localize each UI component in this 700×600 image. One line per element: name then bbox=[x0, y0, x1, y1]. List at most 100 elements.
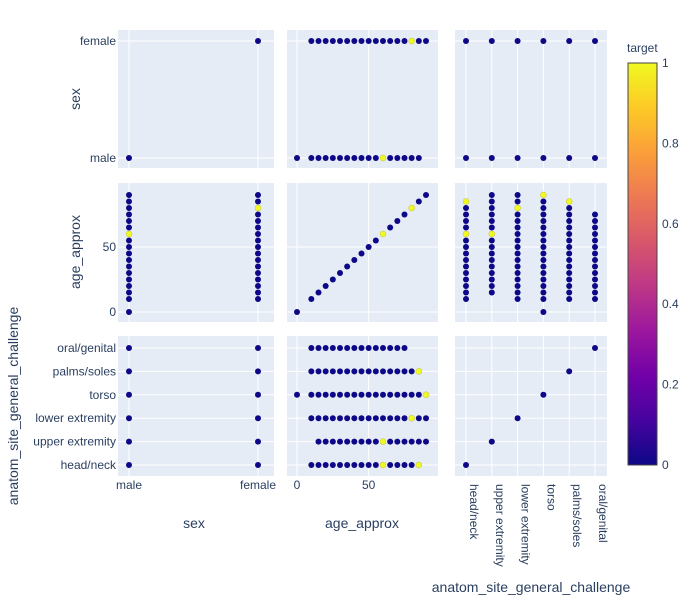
point-site-age bbox=[592, 237, 598, 244]
point-age-site bbox=[315, 438, 322, 445]
point-site-age bbox=[463, 211, 469, 218]
point-sex-age bbox=[126, 270, 132, 276]
point-age-site bbox=[308, 415, 315, 422]
point-age-site bbox=[308, 345, 315, 351]
point-age-age bbox=[322, 283, 329, 289]
point-site-age-positive bbox=[540, 191, 547, 199]
point-age-site bbox=[351, 368, 358, 375]
point-site-age bbox=[514, 289, 521, 296]
point-age-site bbox=[372, 368, 379, 375]
point-age-site bbox=[415, 438, 422, 445]
point-age-site bbox=[308, 368, 315, 375]
x-axis-title: anatom_site_general_challenge bbox=[432, 579, 631, 595]
xtick-label: palms/soles bbox=[570, 484, 584, 547]
point-sex-age bbox=[255, 263, 261, 270]
point-site-age bbox=[488, 283, 495, 289]
point-site-age bbox=[463, 263, 469, 270]
point-site-age bbox=[488, 218, 495, 224]
panel-sex-vs-sex bbox=[118, 30, 274, 168]
point-sex-age bbox=[255, 198, 261, 205]
xtick-label: oral/genital bbox=[596, 484, 610, 543]
point-age-sex bbox=[365, 38, 372, 44]
point-age-site bbox=[329, 391, 336, 398]
point-sex-age bbox=[126, 283, 132, 289]
point-sex-age bbox=[255, 231, 261, 237]
point-sex-site bbox=[255, 415, 261, 422]
point-sex-age-positive bbox=[125, 230, 133, 238]
colorbar-tick-label: 0.2 bbox=[662, 378, 679, 392]
point-sex-site bbox=[126, 368, 132, 375]
point-age-site bbox=[387, 368, 394, 375]
ytick-label: male bbox=[90, 151, 116, 165]
point-sex-age bbox=[255, 224, 261, 231]
point-site-age bbox=[592, 283, 598, 289]
point-sex-age bbox=[126, 205, 132, 211]
point-site-site bbox=[488, 438, 495, 445]
point-sex-age bbox=[126, 257, 132, 263]
point-age-age bbox=[337, 270, 343, 276]
point-age-site bbox=[294, 391, 300, 398]
point-age-site bbox=[315, 415, 322, 422]
point-age-age bbox=[358, 250, 365, 257]
point-site-age bbox=[463, 270, 469, 276]
point-site-age bbox=[540, 257, 547, 263]
point-age-sex bbox=[329, 38, 336, 44]
point-sex-age bbox=[126, 218, 132, 224]
point-sex-sex bbox=[255, 38, 261, 44]
point-age-site bbox=[401, 438, 408, 445]
point-age-site bbox=[365, 391, 372, 398]
point-age-site bbox=[372, 415, 379, 422]
point-age-sex bbox=[415, 38, 422, 44]
point-site-sex bbox=[592, 38, 598, 44]
point-site-age bbox=[592, 231, 598, 237]
point-site-age bbox=[514, 192, 521, 198]
point-site-age bbox=[566, 283, 573, 289]
point-site-age bbox=[566, 224, 573, 231]
point-age-sex bbox=[394, 155, 401, 161]
point-site-age bbox=[488, 244, 495, 250]
x-axis-title: sex bbox=[183, 515, 205, 531]
point-site-age-positive bbox=[462, 230, 470, 238]
point-site-sex bbox=[463, 155, 469, 161]
point-age-sex-positive bbox=[379, 154, 387, 162]
point-age-site bbox=[322, 391, 329, 398]
xtick-label: lower extremity bbox=[519, 484, 533, 565]
point-age-site bbox=[344, 391, 351, 398]
point-site-age bbox=[540, 205, 547, 211]
point-site-age bbox=[463, 205, 469, 211]
point-site-age bbox=[488, 270, 495, 276]
colorbar-tick-label: 0.4 bbox=[662, 297, 679, 311]
colorbar-title: target bbox=[627, 41, 658, 55]
point-age-site bbox=[358, 438, 365, 445]
point-age-site bbox=[329, 438, 336, 445]
point-age-site bbox=[415, 391, 422, 398]
point-age-sex bbox=[344, 155, 351, 161]
point-age-site bbox=[394, 368, 401, 375]
point-age-site bbox=[394, 345, 401, 351]
point-site-age bbox=[566, 211, 573, 218]
point-site-age-positive bbox=[488, 230, 496, 238]
point-sex-age bbox=[255, 244, 261, 250]
point-age-sex bbox=[387, 38, 394, 44]
ytick-label: upper extremity bbox=[33, 435, 116, 449]
point-age-site bbox=[415, 415, 422, 422]
point-age-site bbox=[423, 438, 429, 445]
point-site-age bbox=[566, 231, 573, 237]
point-age-site-positive bbox=[422, 391, 430, 399]
point-sex-age bbox=[255, 250, 261, 257]
point-site-age bbox=[463, 289, 469, 296]
point-age-site bbox=[423, 415, 429, 422]
point-site-age bbox=[488, 205, 495, 211]
point-age-site bbox=[329, 368, 336, 375]
point-site-age bbox=[566, 263, 573, 270]
point-site-age bbox=[514, 296, 521, 302]
point-age-sex bbox=[294, 155, 300, 161]
point-age-site bbox=[337, 345, 343, 351]
point-sex-site bbox=[126, 415, 132, 422]
point-sex-age bbox=[255, 296, 261, 302]
point-age-site bbox=[322, 345, 329, 351]
xtick-label: upper extremity bbox=[493, 484, 507, 567]
point-sex-age bbox=[255, 257, 261, 263]
point-site-age bbox=[540, 211, 547, 218]
point-age-sex bbox=[365, 155, 372, 161]
